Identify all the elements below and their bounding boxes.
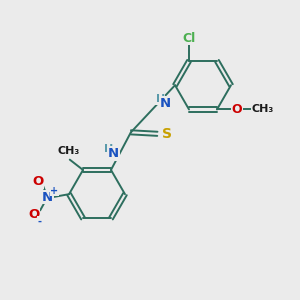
Text: O: O — [232, 103, 242, 116]
Text: O: O — [28, 208, 39, 221]
Text: S: S — [162, 127, 172, 141]
Text: N: N — [160, 97, 171, 110]
Text: O: O — [32, 175, 43, 188]
Text: N: N — [42, 190, 53, 204]
Text: N: N — [108, 147, 119, 160]
Text: CH₃: CH₃ — [57, 146, 80, 156]
Text: H: H — [156, 94, 165, 104]
Text: Cl: Cl — [182, 32, 196, 45]
Text: +: + — [50, 186, 58, 196]
Text: H: H — [104, 144, 113, 154]
Text: CH₃: CH₃ — [251, 104, 274, 114]
Text: -: - — [38, 216, 42, 226]
